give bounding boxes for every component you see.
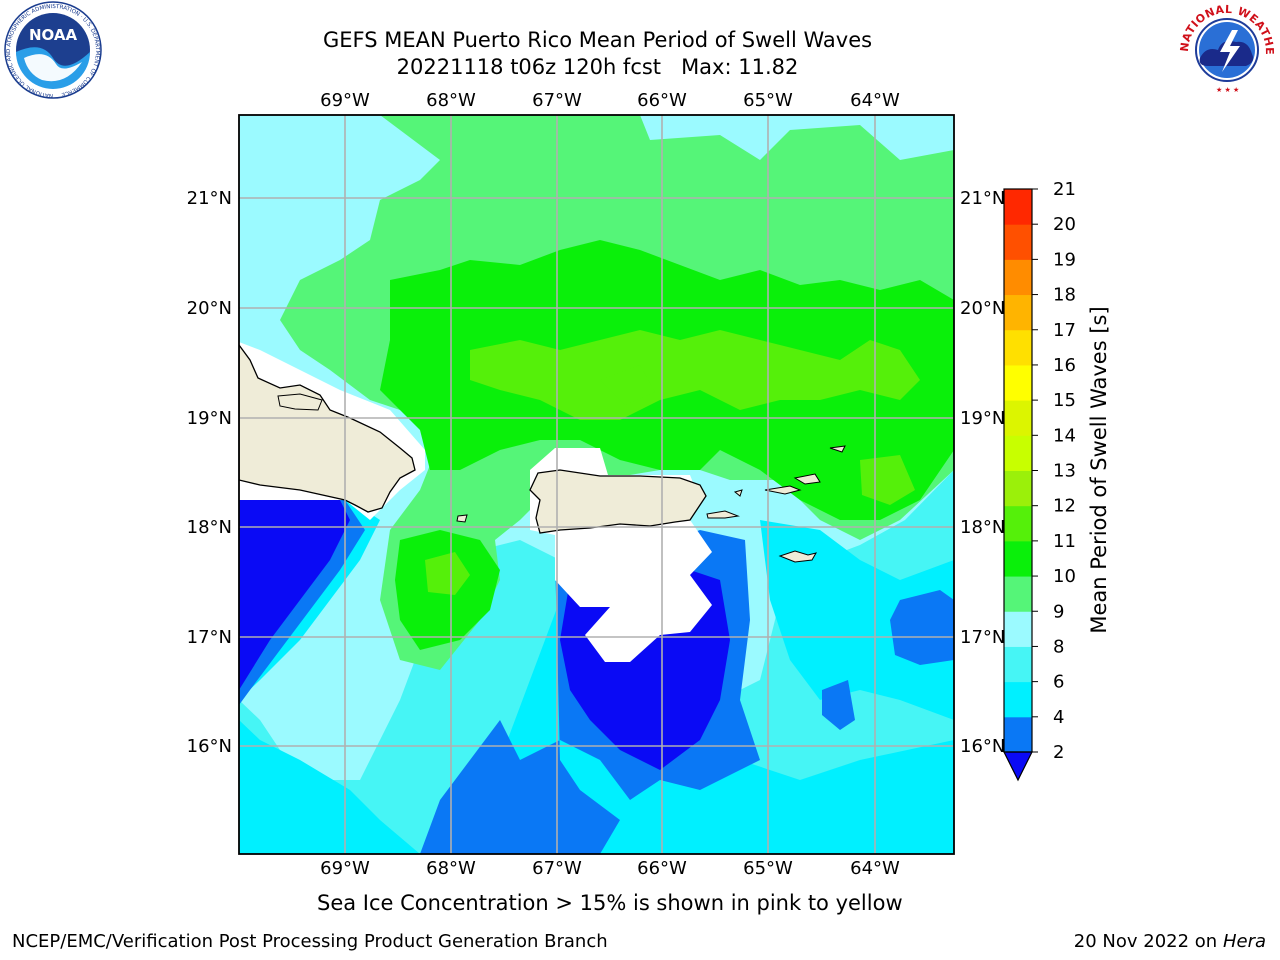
colorbar-tick-label: 13	[1053, 461, 1076, 482]
latitude-label: 17°N	[187, 627, 232, 648]
colorbar-tick-label: 2	[1053, 742, 1064, 763]
graticule	[239, 115, 954, 854]
colorbar-swatch	[1004, 329, 1032, 366]
colorbar-swatch	[1004, 681, 1032, 718]
latitude-label: 21°N	[187, 188, 232, 209]
latitude-label: 18°N	[960, 517, 1005, 538]
footer-date: 20 Nov 2022 on Hera	[1074, 931, 1266, 952]
latitude-label: 17°N	[960, 627, 1005, 648]
colorbar-swatch	[1004, 224, 1032, 260]
colorbar: 2 4 6 8 9 10 11 12 13 14 15 16 17 18 19 20 21	[1003, 179, 1076, 782]
colorbar-swatch	[1004, 576, 1032, 612]
latitude-label: 16°N	[187, 736, 232, 757]
colorbar-swatch	[1004, 540, 1032, 577]
colorbar-tick-label: 15	[1053, 390, 1076, 411]
colorbar-swatch	[1004, 470, 1032, 507]
longitude-label: 69°W	[320, 858, 370, 879]
colorbar-swatch	[1004, 400, 1032, 436]
hispaniola-landmass	[239, 343, 416, 513]
colorbar-swatch	[1004, 364, 1032, 401]
colorbar-tick-label: 21	[1053, 179, 1076, 200]
latitude-label: 20°N	[960, 298, 1005, 319]
colorbar-swatch	[1004, 189, 1032, 225]
colorbar-swatch	[1004, 611, 1032, 647]
longitude-label: 67°W	[532, 858, 582, 879]
svg-text:★ ★ ★: ★ ★ ★	[1216, 86, 1239, 94]
longitude-label: 69°W	[320, 90, 370, 111]
sea-ice-note: Sea Ice Concentration > 15% is shown in …	[317, 891, 903, 915]
colorbar-tick-label: 19	[1053, 249, 1076, 270]
latitude-labels-left: 21°N 20°N 19°N 18°N 17°N 16°N	[187, 188, 232, 757]
noaa-wordmark: NOAA	[29, 26, 78, 44]
colorbar-extend-arrow	[1003, 751, 1033, 782]
longitude-label: 66°W	[637, 90, 687, 111]
colorbar-tick-label: 17	[1053, 320, 1076, 341]
nws-logo: NATIONAL WEATHER SERVICE ★ ★ ★	[1176, 0, 1276, 98]
longitude-labels-bottom: 69°W 68°W 67°W 66°W 65°W 64°W	[320, 858, 900, 879]
colorbar-tick-label: 6	[1053, 672, 1064, 693]
latitude-label: 21°N	[960, 188, 1005, 209]
noaa-logo: NATIONAL OCEANIC AND ATMOSPHERIC ADMINIS…	[4, 1, 102, 99]
colorbar-tick-label: 20	[1053, 214, 1076, 235]
longitude-label: 68°W	[426, 858, 476, 879]
latitude-labels-right: 21°N 20°N 19°N 18°N 17°N 16°N	[960, 188, 1005, 757]
colorbar-tick-label: 9	[1053, 601, 1064, 622]
colorbar-swatch	[1004, 505, 1032, 542]
colorbar-swatch	[1004, 435, 1032, 471]
colorbar-tick-label: 18	[1053, 285, 1076, 306]
longitude-label: 65°W	[743, 858, 793, 879]
colorbar-swatch	[1004, 646, 1032, 683]
colorbar-swatch	[1004, 294, 1032, 331]
swell-period-field	[239, 115, 954, 854]
map-frame	[238, 114, 955, 855]
longitude-label: 64°W	[850, 858, 900, 879]
colorbar-tick-label: 11	[1053, 531, 1076, 552]
longitude-label: 68°W	[426, 90, 476, 111]
colorbar-tick-label: 14	[1053, 425, 1076, 446]
longitude-label: 64°W	[850, 90, 900, 111]
latitude-label: 18°N	[187, 517, 232, 538]
footer-credit: NCEP/EMC/Verification Post Processing Pr…	[12, 931, 608, 952]
footer-machine: Hera	[1222, 931, 1266, 952]
longitude-labels-top: 69°W 68°W 67°W 66°W 65°W 64°W	[320, 90, 900, 111]
map-subtitle: 20221118 t06z 120h fcst Max: 11.82	[396, 55, 799, 79]
latitude-label: 16°N	[960, 736, 1005, 757]
footer-date-text: 20 Nov 2022 on	[1073, 931, 1218, 952]
colorbar-swatch	[1004, 259, 1032, 296]
longitude-label: 66°W	[637, 858, 687, 879]
latitude-label: 20°N	[187, 298, 232, 319]
colorbar-tick-label: 8	[1053, 636, 1064, 657]
latitude-label: 19°N	[187, 408, 232, 429]
colorbar-swatch	[1004, 716, 1032, 753]
map-title: GEFS MEAN Puerto Rico Mean Period of Swe…	[322, 28, 873, 52]
colorbar-tick-label: 4	[1053, 707, 1064, 728]
latitude-label: 19°N	[960, 408, 1005, 429]
colorbar-label: Mean Period of Swell Waves [s]	[1087, 306, 1111, 633]
colorbar-tick-label: 12	[1053, 496, 1076, 517]
colorbar-tick-label: 16	[1053, 355, 1076, 376]
colorbar-tick-label: 10	[1053, 566, 1076, 587]
longitude-label: 67°W	[532, 90, 582, 111]
longitude-label: 65°W	[743, 90, 793, 111]
